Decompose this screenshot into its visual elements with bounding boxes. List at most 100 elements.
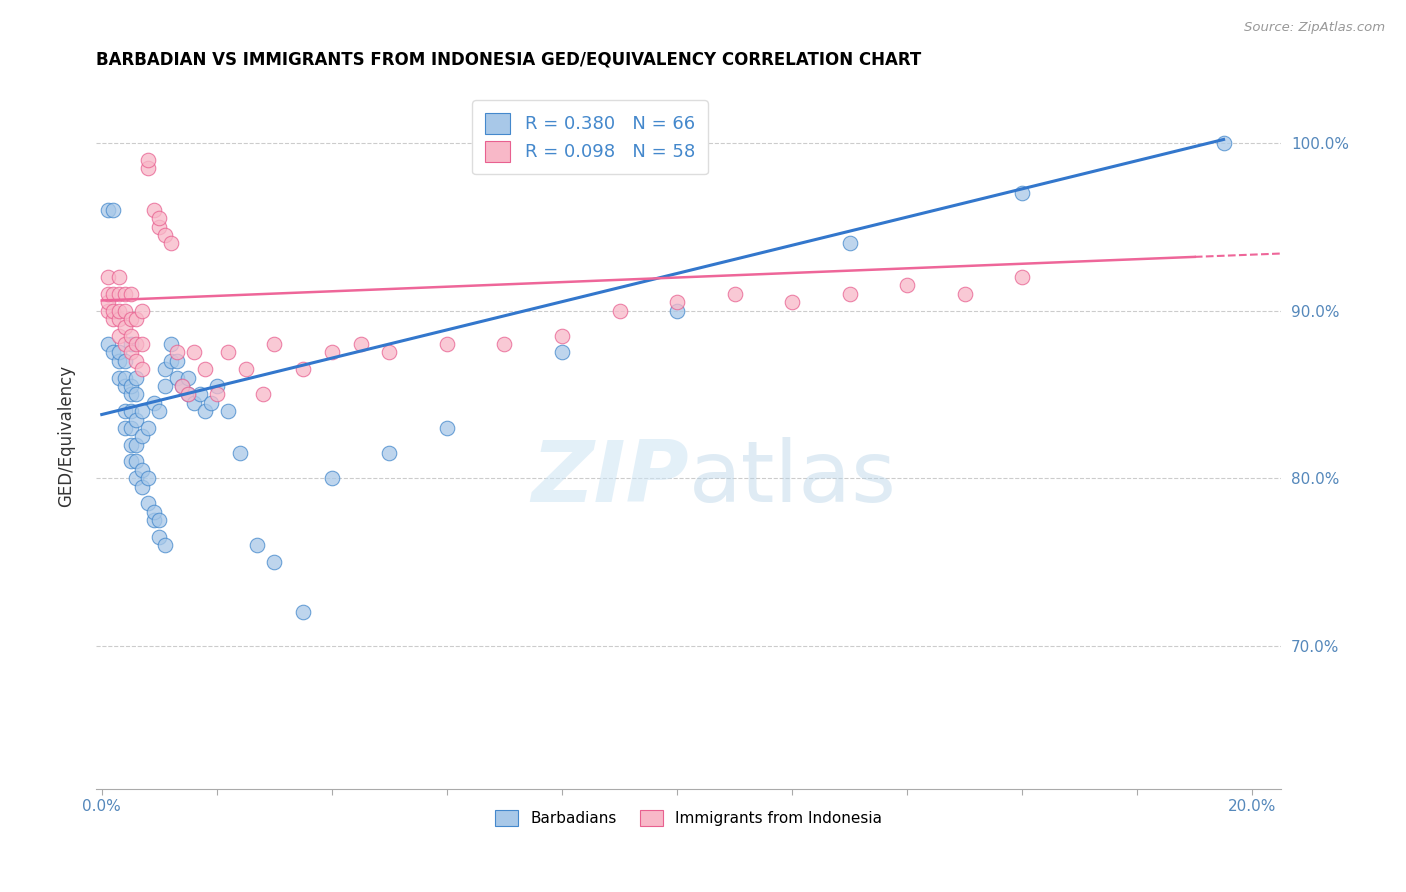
Text: BARBADIAN VS IMMIGRANTS FROM INDONESIA GED/EQUIVALENCY CORRELATION CHART: BARBADIAN VS IMMIGRANTS FROM INDONESIA G… <box>96 51 921 69</box>
Point <box>148 513 170 527</box>
Point <box>235 362 257 376</box>
Point <box>159 354 181 368</box>
Point <box>125 438 148 452</box>
Point <box>96 303 118 318</box>
Y-axis label: GED/Equivalency: GED/Equivalency <box>58 365 75 508</box>
Point <box>136 161 159 175</box>
Point <box>378 446 401 460</box>
Point <box>114 370 136 384</box>
Point <box>131 337 153 351</box>
Point <box>96 270 118 285</box>
Point <box>120 421 142 435</box>
Point <box>166 370 188 384</box>
Point <box>153 362 176 376</box>
Point <box>217 404 239 418</box>
Point <box>153 379 176 393</box>
Text: Source: ZipAtlas.com: Source: ZipAtlas.com <box>1244 21 1385 34</box>
Point <box>108 270 131 285</box>
Point <box>953 286 976 301</box>
Point <box>436 337 458 351</box>
Point <box>194 404 217 418</box>
Point <box>200 396 222 410</box>
Point <box>131 404 153 418</box>
Point <box>96 286 118 301</box>
Point <box>131 303 153 318</box>
Point <box>142 396 165 410</box>
Point <box>494 337 516 351</box>
Point <box>108 286 131 301</box>
Point <box>896 278 918 293</box>
Point <box>159 236 181 251</box>
Point <box>114 404 136 418</box>
Point <box>131 463 153 477</box>
Point <box>159 337 181 351</box>
Point <box>205 379 228 393</box>
Point <box>96 337 118 351</box>
Point <box>1011 270 1033 285</box>
Point <box>120 337 142 351</box>
Point <box>142 505 165 519</box>
Point <box>125 354 148 368</box>
Point <box>120 286 142 301</box>
Point <box>166 354 188 368</box>
Point <box>378 345 401 359</box>
Point <box>125 337 148 351</box>
Point <box>551 345 574 359</box>
Point <box>666 295 689 310</box>
Point <box>108 370 131 384</box>
Point <box>1011 186 1033 201</box>
Point <box>153 228 176 243</box>
Point <box>172 379 194 393</box>
Point <box>114 379 136 393</box>
Point <box>263 337 285 351</box>
Point <box>120 387 142 401</box>
Point <box>205 387 228 401</box>
Point <box>125 370 148 384</box>
Point <box>177 387 200 401</box>
Point <box>103 312 125 326</box>
Point <box>108 345 131 359</box>
Point <box>108 354 131 368</box>
Point <box>125 454 148 468</box>
Point <box>131 429 153 443</box>
Point <box>321 471 343 485</box>
Point <box>166 345 188 359</box>
Point <box>252 387 274 401</box>
Point <box>780 295 803 310</box>
Point <box>136 153 159 167</box>
Point <box>103 202 125 217</box>
Point <box>153 538 176 552</box>
Point <box>108 303 131 318</box>
Point <box>142 513 165 527</box>
Text: ZIP: ZIP <box>531 437 689 520</box>
Point <box>148 404 170 418</box>
Text: atlas: atlas <box>689 437 897 520</box>
Point <box>292 362 315 376</box>
Point <box>183 345 205 359</box>
Point <box>108 328 131 343</box>
Point <box>263 555 285 569</box>
Point <box>1212 136 1234 150</box>
Point <box>188 387 211 401</box>
Point <box>551 328 574 343</box>
Point <box>229 446 252 460</box>
Point <box>114 354 136 368</box>
Point <box>723 286 745 301</box>
Point <box>217 345 239 359</box>
Point <box>246 538 269 552</box>
Point <box>148 211 170 226</box>
Point <box>183 396 205 410</box>
Point <box>194 362 217 376</box>
Point <box>96 202 118 217</box>
Point <box>96 295 118 310</box>
Point <box>666 303 689 318</box>
Point <box>838 236 860 251</box>
Point <box>136 496 159 510</box>
Point <box>114 286 136 301</box>
Point <box>125 471 148 485</box>
Point <box>108 312 131 326</box>
Point <box>120 438 142 452</box>
Point <box>838 286 860 301</box>
Point <box>120 345 142 359</box>
Point <box>114 337 136 351</box>
